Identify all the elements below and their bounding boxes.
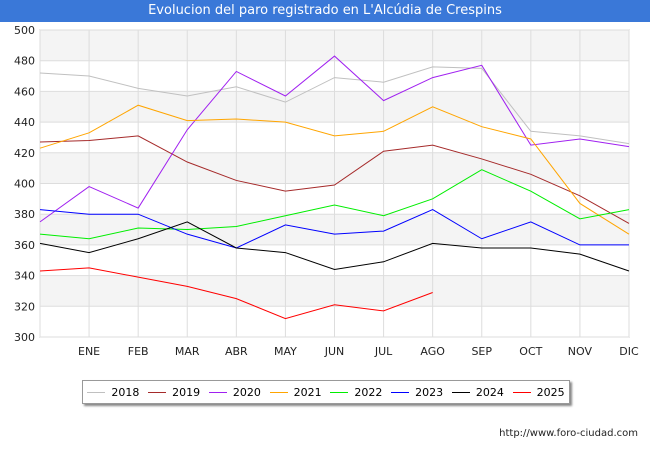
x-tick-label: NOV <box>568 345 593 358</box>
x-tick-label: ENE <box>78 345 100 358</box>
series-line-2023 <box>39 209 629 249</box>
legend-item-2018: 2018 <box>87 386 139 399</box>
x-tick-label: JUL <box>374 345 393 358</box>
chart-title: Evolucion del paro registrado en L'Alcúd… <box>0 0 650 22</box>
legend-item-2022: 2022 <box>330 386 382 399</box>
y-tick-label: 360 <box>14 239 35 252</box>
legend-label: 2022 <box>354 385 383 399</box>
legend-item-2025: 2025 <box>512 385 565 399</box>
series-line-2019 <box>39 135 630 224</box>
y-tick-label: 300 <box>14 331 35 344</box>
legend-item-2024: 2024 <box>451 385 504 399</box>
legend-label: 2018 <box>111 385 140 399</box>
legend-label: 2024 <box>475 385 504 399</box>
y-tick-label: 380 <box>14 208 35 221</box>
x-tick-label: DIC <box>619 345 639 358</box>
legend-label: 2025 <box>536 385 565 399</box>
legend-item-2021: 2021 <box>269 385 322 399</box>
series-line-2021 <box>39 104 630 235</box>
y-tick-label: 480 <box>14 55 35 68</box>
legend-swatch <box>330 391 349 393</box>
y-tick-label: 440 <box>14 116 35 129</box>
series-line-2024 <box>39 221 630 272</box>
x-tick-label: JUN <box>324 345 345 358</box>
x-tick-label: SEP <box>471 345 492 358</box>
legend-swatch <box>391 391 410 393</box>
y-tick-label: 320 <box>14 300 35 313</box>
legend-label: 2023 <box>415 385 444 399</box>
legend-item-2020: 2020 <box>208 385 261 399</box>
x-tick-label: FEB <box>128 345 149 358</box>
y-tick-label: 460 <box>14 85 35 98</box>
series-line-2018 <box>39 66 630 145</box>
legend-label: 2020 <box>232 385 261 399</box>
series-line-2020 <box>39 55 630 223</box>
legend-swatch <box>512 391 531 393</box>
y-tick-label: 400 <box>14 178 35 191</box>
x-tick-label: MAR <box>175 345 200 358</box>
series-line-2025 <box>39 267 433 320</box>
series-line-2022 <box>39 169 630 240</box>
y-tick-label: 340 <box>14 270 35 283</box>
legend-item-2023: 2023 <box>391 386 443 399</box>
legend-swatch <box>451 391 470 393</box>
y-tick-label: 420 <box>14 147 35 160</box>
x-tick-label: MAY <box>274 345 297 358</box>
legend-swatch <box>208 391 227 393</box>
legend-item-2019: 2019 <box>148 386 200 399</box>
legend-label: 2019 <box>172 385 201 399</box>
x-tick-label: AGO <box>420 345 445 358</box>
x-tick-label: ABR <box>225 345 248 358</box>
legend-swatch <box>87 391 106 393</box>
legend-swatch <box>148 391 167 393</box>
y-tick-label: 500 <box>14 24 35 37</box>
source-url[interactable]: http://www.foro-ciudad.com <box>499 428 638 439</box>
legend-swatch <box>269 391 288 393</box>
legend-label: 2021 <box>293 385 322 399</box>
x-tick-label: OCT <box>519 345 542 358</box>
legend: 2018 2019 2020 2021 2022 2023 2024 2025 <box>82 380 570 404</box>
